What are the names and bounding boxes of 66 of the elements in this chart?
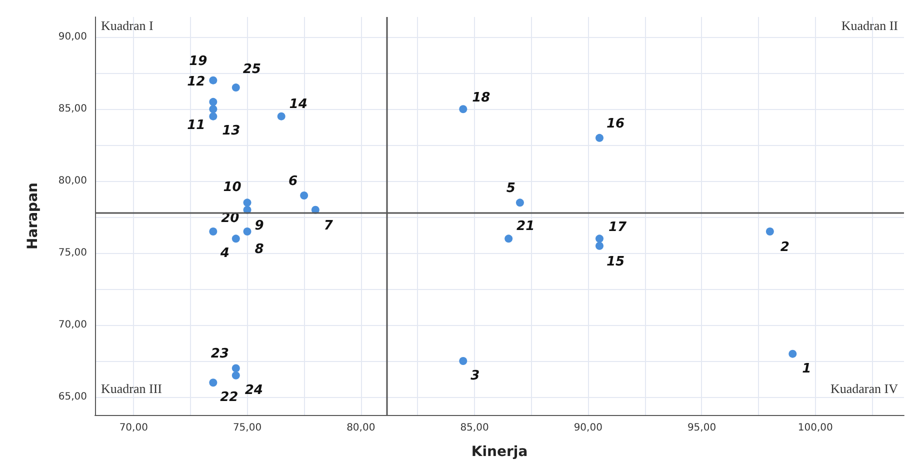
point	[209, 105, 218, 114]
annotation: 14	[289, 96, 308, 112]
annotation: 7	[324, 218, 334, 234]
annotation: 2	[780, 240, 790, 255]
point	[459, 105, 468, 114]
x-tick-label: 75,00	[232, 422, 262, 434]
annotation: Kuadran I	[101, 18, 154, 33]
x-tick-label: 95,00	[687, 422, 716, 434]
point	[232, 234, 240, 243]
y-tick-label: 65,00	[58, 392, 87, 403]
point	[459, 357, 468, 366]
annotation: 24	[244, 382, 263, 398]
annotation: 5	[506, 181, 516, 196]
x-axis-title: Kinerja	[471, 444, 528, 460]
point	[766, 227, 774, 236]
point	[277, 112, 286, 120]
annotation: 18	[472, 90, 490, 106]
annotation: 12	[187, 74, 206, 90]
annotation: 10	[223, 180, 242, 196]
x-tick-label: 70,00	[119, 422, 148, 434]
y-tick-label: 90,00	[58, 32, 87, 43]
annotation: Kuadran II	[841, 18, 898, 33]
annotation: 16	[606, 116, 625, 132]
point	[516, 198, 524, 207]
annotation: 11	[187, 118, 206, 133]
annotation: 9	[254, 218, 264, 234]
point	[232, 84, 240, 92]
x-tick-label: 100,00	[798, 422, 833, 434]
annotation: 1	[802, 361, 812, 376]
y-tick-label: 75,00	[58, 248, 87, 259]
point	[243, 198, 252, 207]
x-tick-label: 90,00	[574, 422, 602, 434]
point	[788, 350, 797, 358]
point	[595, 242, 604, 250]
y-tick-label: 80,00	[58, 176, 87, 187]
x-tick-label: 80,00	[346, 422, 376, 434]
point	[243, 227, 252, 236]
annotation: 19	[189, 54, 208, 69]
point	[209, 112, 218, 120]
point	[209, 98, 218, 106]
point	[595, 234, 604, 243]
annotation: 3	[470, 368, 480, 384]
point	[595, 134, 604, 142]
annotation: 17	[608, 220, 628, 236]
y-axis-title: Harapan	[25, 182, 41, 250]
point	[209, 76, 218, 84]
annotation: Kuadran III	[101, 381, 162, 396]
point	[232, 371, 240, 380]
annotation: 23	[210, 346, 229, 362]
point	[232, 364, 240, 372]
x-tick-label: 85,00	[460, 422, 489, 434]
annotation: 4	[219, 246, 230, 262]
annotation: 22	[220, 390, 238, 406]
annotation: 21	[516, 219, 535, 234]
annotation: Kuadaran IV	[830, 381, 899, 396]
annotation: 25	[242, 62, 261, 78]
point	[209, 378, 218, 387]
annotation: 13	[222, 124, 240, 139]
y-tick-label: 85,00	[58, 104, 87, 115]
point	[504, 234, 513, 243]
annotation: 8	[254, 242, 264, 257]
annotation: 15	[606, 254, 625, 270]
point	[209, 227, 218, 236]
point	[300, 191, 308, 200]
y-tick-label: 70,00	[58, 320, 87, 331]
annotation: 6	[288, 174, 298, 189]
